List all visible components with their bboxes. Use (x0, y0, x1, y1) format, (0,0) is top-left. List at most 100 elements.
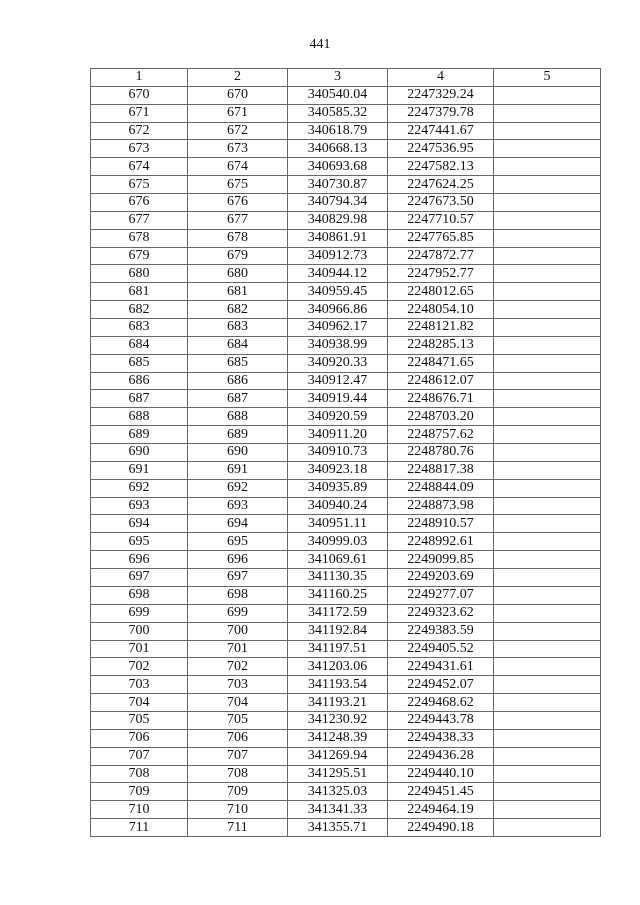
table-cell: 710 (90, 800, 188, 820)
table-cell: 672 (90, 121, 188, 141)
table-row: 692 692 340935.89 2248844.09 (90, 478, 601, 498)
table-cell: 340668.13 (287, 139, 388, 159)
table-cell: 692 (187, 478, 288, 498)
table-cell: 707 (90, 746, 188, 766)
table-cell: 2248676.71 (387, 389, 494, 409)
table-row: 674 674 340693.68 2247582.13 (90, 157, 601, 177)
table-row: 687 687 340919.44 2248676.71 (90, 389, 601, 409)
table-cell: 341341.33 (287, 800, 388, 820)
table-cell (493, 371, 601, 391)
table-cell: 340920.59 (287, 407, 388, 427)
table-cell: 2247710.57 (387, 210, 494, 230)
table-row: 678 678 340861.91 2247765.85 (90, 228, 601, 248)
table-cell: 341130.35 (287, 568, 388, 587)
table-row: 702 702 341203.06 2249431.61 (90, 657, 601, 677)
table-cell: 690 (90, 443, 188, 462)
table-cell: 675 (90, 175, 188, 195)
table-row: 707 707 341269.94 2249436.28 (90, 746, 601, 766)
table-cell: 686 (187, 371, 288, 391)
table-cell: 2247673.50 (387, 193, 494, 212)
table-cell (493, 478, 601, 498)
table-cell (493, 335, 601, 355)
table-cell: 2248757.62 (387, 425, 494, 445)
table-cell: 701 (187, 639, 288, 659)
table-row: 686 686 340912.47 2248612.07 (90, 371, 601, 391)
table-row: 696 696 341069.61 2249099.85 (90, 550, 601, 570)
table-cell: 670 (90, 85, 188, 105)
table-cell: 340910.73 (287, 443, 388, 462)
table-cell: 341248.39 (287, 728, 388, 748)
table-cell: 340794.34 (287, 193, 388, 212)
table-row: 681 681 340959.45 2248012.65 (90, 282, 601, 302)
table-row: 682 682 340966.86 2248054.10 (90, 300, 601, 320)
header-cell: 4 (387, 68, 494, 87)
table-cell: 2248873.98 (387, 496, 494, 516)
table-cell: 675 (187, 175, 288, 195)
table-cell (493, 532, 601, 552)
table-cell: 340962.17 (287, 318, 388, 337)
table-cell: 691 (187, 460, 288, 480)
table-cell (493, 228, 601, 248)
table-cell: 340935.89 (287, 478, 388, 498)
table-cell: 691 (90, 460, 188, 480)
table-cell: 683 (90, 318, 188, 337)
table-cell (493, 425, 601, 445)
table-cell: 685 (187, 353, 288, 373)
table-cell (493, 264, 601, 284)
table-row: 691 691 340923.18 2248817.38 (90, 460, 601, 480)
table-cell: 340829.98 (287, 210, 388, 230)
table-cell (493, 460, 601, 480)
table-cell (493, 639, 601, 659)
table-cell (493, 443, 601, 462)
table-cell: 340618.79 (287, 121, 388, 141)
table-cell: 340951.11 (287, 514, 388, 534)
table-cell: 683 (187, 318, 288, 337)
table-row: 690 690 340910.73 2248780.76 (90, 443, 601, 462)
table-cell: 692 (90, 478, 188, 498)
table-row: 670 670 340540.04 2247329.24 (90, 85, 601, 105)
table-cell: 678 (187, 228, 288, 248)
table-cell: 698 (90, 585, 188, 605)
table-cell (493, 210, 601, 230)
table-cell (493, 407, 601, 427)
table-cell (493, 675, 601, 695)
table-cell: 341172.59 (287, 603, 388, 623)
table-cell: 341069.61 (287, 550, 388, 570)
table-cell: 341193.54 (287, 675, 388, 695)
table-cell: 2249468.62 (387, 693, 494, 712)
table-cell: 2248844.09 (387, 478, 494, 498)
table-cell: 681 (90, 282, 188, 302)
page-number: 441 (309, 37, 331, 52)
table-cell: 2248910.57 (387, 514, 494, 534)
table-cell (493, 657, 601, 677)
table-cell: 674 (90, 157, 188, 177)
table-cell: 2248471.65 (387, 353, 494, 373)
table-cell (493, 693, 601, 712)
table-cell: 341295.51 (287, 764, 388, 784)
header-row: 1 2 3 4 5 (90, 68, 601, 87)
table-cell: 340944.12 (287, 264, 388, 284)
table-cell: 700 (90, 621, 188, 641)
table-cell: 707 (187, 746, 288, 766)
table-cell: 689 (187, 425, 288, 445)
table-cell: 340959.45 (287, 282, 388, 302)
table-cell (493, 800, 601, 820)
table-row: 710 710 341341.33 2249464.19 (90, 800, 601, 820)
table-cell: 671 (187, 103, 288, 123)
table-cell: 688 (187, 407, 288, 427)
table-row: 708 708 341295.51 2249440.10 (90, 764, 601, 784)
table-row: 689 689 340911.20 2248757.62 (90, 425, 601, 445)
table-cell: 676 (187, 193, 288, 212)
table-row: 700 700 341192.84 2249383.59 (90, 621, 601, 641)
table-cell: 708 (90, 764, 188, 784)
table-cell: 677 (187, 210, 288, 230)
table-row: 706 706 341248.39 2249438.33 (90, 728, 601, 748)
table-cell: 2247952.77 (387, 264, 494, 284)
table-cell: 702 (187, 657, 288, 677)
table-row: 694 694 340951.11 2248910.57 (90, 514, 601, 534)
table-row: 688 688 340920.59 2248703.20 (90, 407, 601, 427)
table-cell: 2248703.20 (387, 407, 494, 427)
table-cell: 2247441.67 (387, 121, 494, 141)
table-cell: 341193.21 (287, 693, 388, 712)
table-cell: 340966.86 (287, 300, 388, 320)
